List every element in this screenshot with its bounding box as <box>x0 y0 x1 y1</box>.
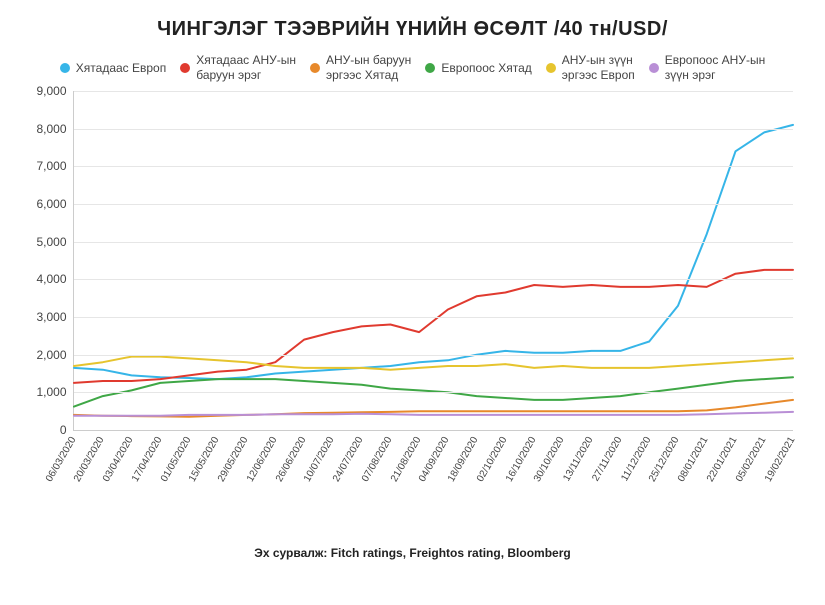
x-axis: 06/03/202020/03/202003/04/202017/04/2020… <box>73 431 793 486</box>
legend-swatch <box>649 63 659 73</box>
legend-item: Европоос АНУ-ынзүүн эрэг <box>649 51 765 85</box>
y-tick-label: 1,000 <box>36 385 66 399</box>
legend-label: АНУ-ын зүүнэргээс Европ <box>562 53 635 83</box>
legend-item: АНУ-ын зүүнэргээс Европ <box>546 51 635 85</box>
legend-label: Европоос Хятад <box>441 61 531 76</box>
y-tick-label: 7,000 <box>36 159 66 173</box>
series-line <box>74 412 793 416</box>
chart-source: Эх сурвалж: Fitch ratings, Freightos rat… <box>30 546 795 560</box>
series-lines <box>74 91 793 430</box>
y-tick-label: 4,000 <box>36 272 66 286</box>
chart: 0 1,000 2,000 3,000 4,000 5,000 6,000 7,000 8,00… <box>33 91 793 486</box>
chart-page: ЧИНГЭЛЭГ ТЭЭВРИЙН ҮНИЙН ӨСӨЛТ /40 тн/USD… <box>0 0 825 605</box>
legend-label: Европоос АНУ-ынзүүн эрэг <box>665 53 765 83</box>
y-tick-label: 5,000 <box>36 235 66 249</box>
legend-swatch <box>60 63 70 73</box>
legend-label: Хятадаас Европ <box>76 61 166 76</box>
y-tick-label: 2,000 <box>36 348 66 362</box>
y-axis: 01,0002,0003,0004,0005,0006,0007,0008,00… <box>33 91 73 431</box>
series-line <box>74 357 793 370</box>
x-tick-label: 19/02/2021 <box>762 435 797 484</box>
series-line <box>74 125 793 379</box>
legend-item: Хятадаас Европ <box>60 51 166 85</box>
plot-area <box>73 91 793 431</box>
legend: Хятадаас Европ Хятадаас АНУ-ынбаруун эрэг… <box>53 51 773 85</box>
legend-item: Хятадаас АНУ-ынбаруун эрэг <box>180 51 296 85</box>
legend-item: Европоос Хятад <box>425 51 531 85</box>
chart-title: ЧИНГЭЛЭГ ТЭЭВРИЙН ҮНИЙН ӨСӨЛТ /40 тн/USD… <box>30 18 795 41</box>
legend-swatch <box>425 63 435 73</box>
legend-swatch <box>180 63 190 73</box>
legend-swatch <box>546 63 556 73</box>
legend-label: Хятадаас АНУ-ынбаруун эрэг <box>196 53 296 83</box>
legend-label: АНУ-ын баруунэргээс Хятад <box>326 53 411 83</box>
y-tick-label: 8,000 <box>36 122 66 136</box>
y-tick-label: 3,000 <box>36 310 66 324</box>
legend-item: АНУ-ын баруунэргээс Хятад <box>310 51 411 85</box>
y-tick-label: 6,000 <box>36 197 66 211</box>
y-tick-label: 0 <box>60 423 67 437</box>
y-tick-label: 9,000 <box>36 84 66 98</box>
legend-swatch <box>310 63 320 73</box>
